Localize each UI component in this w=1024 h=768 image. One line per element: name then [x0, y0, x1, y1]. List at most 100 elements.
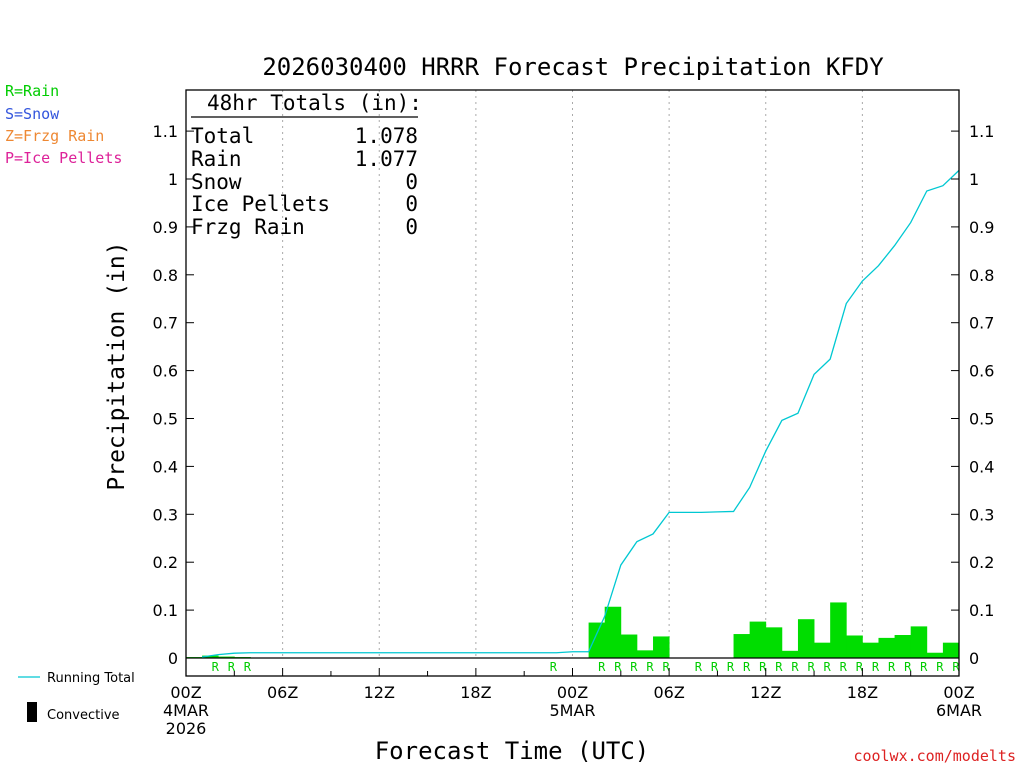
- y-tick-label-left-0.9: 0.9: [153, 218, 178, 237]
- ptype-hour-29: R: [646, 660, 654, 674]
- bar-hour-44: [878, 637, 895, 658]
- bar-hour-28: [620, 634, 638, 658]
- axes: 0 00.1 0.10.2 0.20.3 0.30.4 0.40.5 0.50.6 0.60.…: [153, 89, 994, 738]
- y-tick-label-right-0: 0: [969, 649, 979, 668]
- bar-hour-47: [926, 652, 944, 658]
- y-tick-label-left-0.4: 0.4: [153, 457, 178, 476]
- ptype-hour-28: R: [630, 660, 638, 674]
- y-tick-label-left-0.5: 0.5: [153, 410, 178, 429]
- ptype-hour-42: R: [856, 660, 864, 674]
- y-tick-label-right-1.1: 1.1: [969, 122, 994, 141]
- x-tick-label-48h-0: 00Z: [943, 683, 974, 702]
- ptype-hour-2: R: [212, 660, 220, 674]
- bar-hour-38: [781, 650, 799, 658]
- credit: coolwx.com/modelts: [853, 747, 1016, 765]
- y-tick-label-left-0.3: 0.3: [153, 505, 178, 524]
- bar-hour-26: [588, 622, 606, 658]
- y-tick-label-right-0.3: 0.3: [969, 505, 994, 524]
- x-tick-label-24h-0: 00Z: [557, 683, 588, 702]
- totals-label-rain: Rain: [191, 147, 242, 171]
- totals-value-ice-pellets: 0: [405, 192, 418, 216]
- totals-value-total: 1.078: [355, 124, 418, 148]
- x-tick-label-12h-0: 12Z: [364, 683, 395, 702]
- ptype-hour-43: R: [872, 660, 880, 674]
- ptype-hour-47: R: [936, 660, 944, 674]
- legend-snow: S=Snow: [5, 105, 60, 123]
- ptype-hour-39: R: [807, 660, 815, 674]
- y-tick-label-right-0.7: 0.7: [969, 314, 994, 333]
- totals-label-frzg-rain: Frzg Rain: [191, 215, 305, 239]
- legend-rain: R=Rain: [5, 82, 59, 100]
- x-tick-label-0h-1: 4MAR: [163, 701, 209, 720]
- ptype-hour-38: R: [791, 660, 799, 674]
- x-tick-label-36h-0: 12Z: [750, 683, 781, 702]
- bar-hour-41: [830, 602, 847, 658]
- bar-hour-3: [218, 656, 235, 658]
- y-tick-label-right-0.2: 0.2: [969, 553, 994, 572]
- y-tick-label-right-0.1: 0.1: [969, 601, 994, 620]
- totals-label-snow: Snow: [191, 170, 242, 194]
- ptype-hour-3: R: [228, 660, 236, 674]
- legend-ice-pellets: P=Ice Pellets: [5, 149, 122, 167]
- bar-hour-37: [765, 627, 783, 658]
- y-tick-label-left-0.7: 0.7: [153, 314, 178, 333]
- ptype-hour-32: R: [695, 660, 703, 674]
- y-tick-label-left-1: 1: [168, 170, 178, 189]
- y-tick-label-right-0.5: 0.5: [969, 410, 994, 429]
- x-tick-label-0h-2: 2026: [166, 719, 207, 738]
- x-tick-label-42h-0: 18Z: [847, 683, 878, 702]
- ptype-hour-26: R: [598, 660, 606, 674]
- bar-hour-39: [797, 619, 815, 658]
- ptype-hour-35: R: [743, 660, 751, 674]
- legend-running-total: Running Total: [47, 671, 135, 686]
- x-axis-label: Forecast Time (UTC): [375, 737, 650, 765]
- y-tick-label-left-0.1: 0.1: [153, 601, 178, 620]
- y-tick-label-right-0.6: 0.6: [969, 362, 994, 381]
- ptype-hour-23: R: [550, 660, 558, 674]
- x-tick-label-18h-0: 18Z: [460, 683, 491, 702]
- ptype-hour-30: R: [663, 660, 671, 674]
- y-tick-label-left-0.2: 0.2: [153, 553, 178, 572]
- ptype-hour-36: R: [759, 660, 767, 674]
- x-tick-label-30h-0: 06Z: [653, 683, 684, 702]
- running-total-line: [202, 169, 960, 658]
- x-tick-label-24h-1: 5MAR: [549, 701, 595, 720]
- bar-hour-36: [749, 621, 767, 658]
- gridlines: [282, 90, 863, 658]
- totals-label-ice-pellets: Ice Pellets: [191, 192, 330, 216]
- chart-title: 2026030400 HRRR Forecast Precipitation K…: [262, 53, 884, 81]
- bar-hour-40: [814, 642, 831, 658]
- ptype-hour-41: R: [840, 660, 848, 674]
- legend-convective: Convective: [47, 708, 120, 723]
- y-tick-label-left-1.1: 1.1: [153, 122, 178, 141]
- totals-value-snow: 0: [405, 170, 418, 194]
- y-tick-label-left-0: 0: [168, 649, 178, 668]
- bar-hour-29: [636, 650, 654, 658]
- bar-hour-30: [653, 636, 670, 658]
- ptype-hour-48: R: [952, 660, 960, 674]
- ptype-hour-34: R: [727, 660, 735, 674]
- hourly-bars: [186, 602, 960, 658]
- ptype-hour-33: R: [711, 660, 719, 674]
- bar-hour-46: [910, 626, 928, 658]
- running-total-polyline: [202, 169, 960, 658]
- bar-hour-27: [604, 606, 622, 658]
- y-tick-label-right-0.9: 0.9: [969, 218, 994, 237]
- y-tick-label-right-0.4: 0.4: [969, 457, 994, 476]
- bar-hour-42: [846, 635, 863, 658]
- y-axis-label: Precipitation (in): [104, 241, 130, 490]
- y-tick-label-right-0.8: 0.8: [969, 266, 994, 285]
- totals-box: 48hr Totals (in): Total 1.078 Rain 1.077…: [191, 91, 422, 239]
- bar-hour-35: [733, 634, 751, 658]
- x-tick-label-0h-0: 00Z: [170, 683, 201, 702]
- totals-title: 48hr Totals (in):: [207, 91, 422, 115]
- x-tick-label-6h-0: 06Z: [267, 683, 298, 702]
- bar-hour-45: [894, 635, 912, 658]
- y-tick-label-left-0.8: 0.8: [153, 266, 178, 285]
- bar-hour-48: [942, 642, 960, 658]
- y-tick-label-left-0.6: 0.6: [153, 362, 178, 381]
- bar-hour-43: [862, 642, 879, 658]
- bar-hour-2: [202, 655, 219, 658]
